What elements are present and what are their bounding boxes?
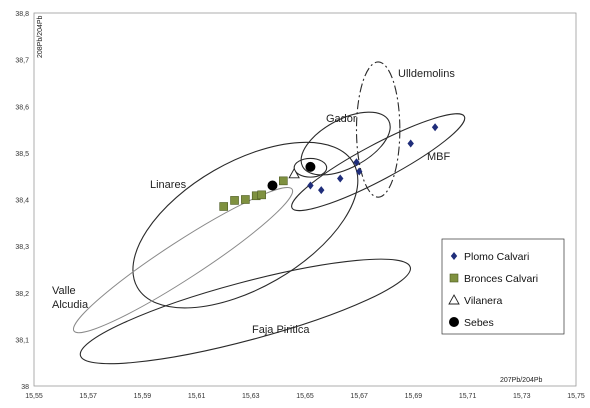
legend-marker-plomo-calvari [450,252,458,260]
y-tick-label: 38,8 [15,11,29,18]
region-ellipse-faja-piritica [79,258,412,365]
region-label-linares: Linares [150,179,187,191]
legend-label-sebes: Sebes [464,317,494,329]
x-tick-label: 15,65 [296,393,314,400]
region-ellipse-sebes-6 [293,157,328,178]
legend-label-vilanera: Vilanera [464,295,502,307]
x-tick-label: 15,55 [25,393,43,400]
point-sebes-2 [305,161,316,172]
y-axis-label: 208Pb/204Pb [37,15,44,58]
point-bronces-calvari-3 [241,195,250,204]
y-tick-label: 38,1 [15,337,29,344]
x-tick-label: 15,57 [79,393,97,400]
x-tick-label: 15,71 [459,393,477,400]
x-tick-label: 15,67 [350,393,368,400]
legend-marker-sebes [449,317,459,327]
legend-label-bronces-calvari: Bronces Calvari [464,273,538,285]
legend-marker-vilanera [448,294,460,305]
point-plomo-calvari-2 [318,186,325,195]
region-label-faja-piritica: Faja Piritica [252,324,310,336]
region-ellipse-ulldemolins [355,61,401,198]
region-label-ulldemolins: Ulldemolins [398,68,455,80]
legend-marker-bronces-calvari [449,273,459,283]
region-label-mbf: MBF [427,151,451,163]
point-bronces-calvari-1 [219,202,228,211]
data-points [219,123,439,211]
legend: Plomo Calvari Bronces Calvari Vilanera Sebe… [441,238,565,335]
axis-ticks: 15,55 15,57 15,59 15,61 15,63 15,65 15,67 15,69… [15,11,584,400]
point-plomo-calvari-7 [431,123,439,132]
y-tick-label: 38,4 [15,198,29,205]
x-tick-label: 15,69 [405,393,423,400]
region-label-gador: Gador [326,113,357,125]
legend-label-plomo-calvari: Plomo Calvari [464,251,529,263]
region-ellipse-mbf [291,113,466,212]
regions [72,61,466,365]
x-tick-label: 15,63 [242,393,260,400]
point-bronces-calvari-6 [279,176,288,186]
point-sebes-1 [267,180,278,191]
y-tick-label: 38,3 [15,244,29,251]
region-ellipse-linares [132,141,359,309]
y-tick-label: 38,2 [15,291,29,298]
region-labels: Linares Valle Alcudia Faja Piritica Gado… [52,68,455,336]
region-label-valle-alcudia: Valle Alcudia [52,285,89,311]
point-plomo-calvari-5 [356,167,363,176]
point-vilanera-1 [288,167,300,179]
x-tick-label: 15,59 [134,393,152,400]
point-plomo-calvari-6 [407,139,414,148]
x-axis-label: 207Pb/204Pb [500,377,543,384]
y-tick-label: 38,5 [15,151,29,158]
point-bronces-calvari-2 [230,196,239,205]
point-plomo-calvari-4 [353,158,360,167]
x-tick-label: 15,75 [567,393,585,400]
y-tick-label: 38,7 [15,58,29,65]
point-plomo-calvari-3 [337,174,344,183]
region-label-alcudia: Alcudia [52,299,89,311]
region-ellipse-valle-alcudia [72,187,294,334]
x-tick-label: 15,61 [188,393,206,400]
legend-box [441,238,565,335]
y-tick-label: 38 [21,384,29,391]
x-tick-label: 15,73 [513,393,531,400]
region-label-valle: Valle [52,285,76,297]
point-bronces-calvari-5 [257,190,266,200]
point-plomo-calvari-1 [307,181,314,190]
y-tick-label: 38,6 [15,104,29,111]
